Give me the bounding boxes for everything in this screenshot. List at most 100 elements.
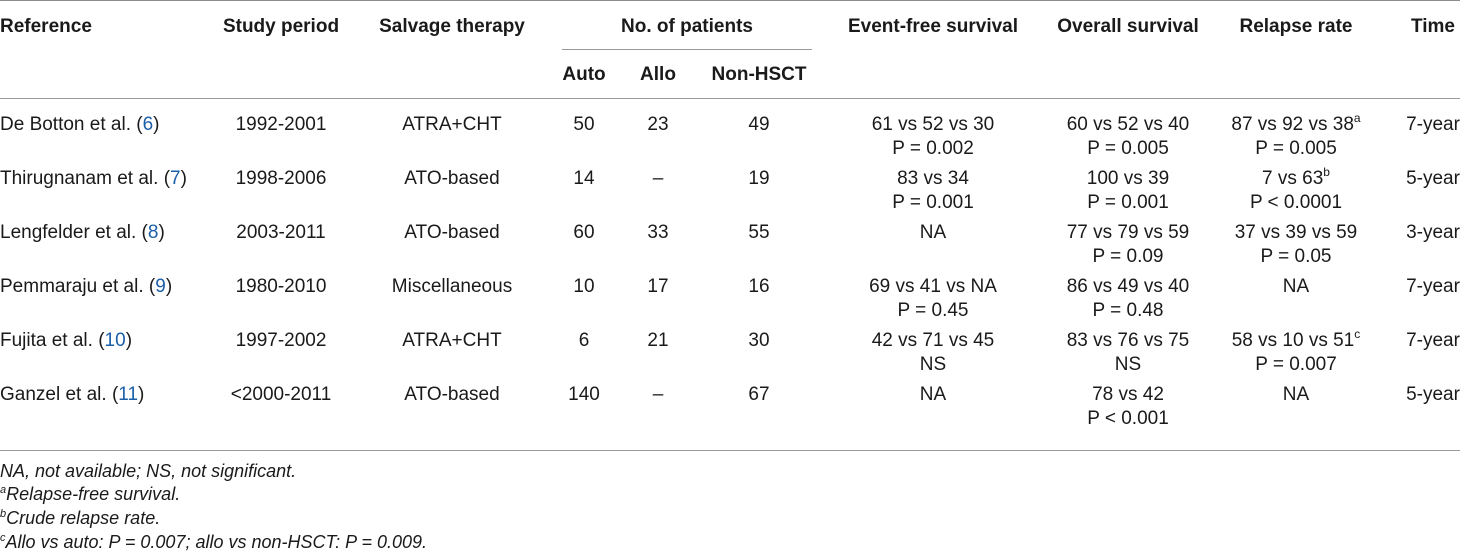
cell-study-period: 1980-2010 [235, 276, 327, 297]
cell-relapse-values: 7 vs 63b [1262, 166, 1330, 191]
cell-study-period: 1997-2002 [235, 330, 327, 351]
reference-close: ) [158, 222, 165, 243]
reference-close: ) [125, 330, 133, 351]
cell-study-period: 2003-2011 [236, 222, 326, 243]
cell-non-hsct: 16 [748, 276, 770, 297]
footnote-marker: b [1323, 165, 1330, 179]
footnote-marker: b [0, 508, 7, 520]
reference-link[interactable]: 8 [147, 222, 159, 243]
header-study-period: Study period [222, 16, 340, 37]
cell-efs-values: 83 vs 34 [897, 168, 969, 189]
cell-os-pvalue: P = 0.48 [1092, 300, 1164, 321]
reference-author: Lengfelder et al. ( [0, 222, 148, 243]
relapse-value: 37 vs 39 vs 59 [1234, 222, 1358, 243]
header-reference: Reference [0, 16, 92, 37]
bottom-rule [0, 450, 1460, 451]
cell-efs-values: NA [919, 222, 947, 243]
header-bottom-rule [0, 98, 1460, 99]
cell-relapse-pvalue: P = 0.05 [1260, 246, 1332, 267]
cell-os-pvalue: NS [1114, 354, 1142, 375]
cell-relapse-pvalue: P < 0.0001 [1249, 192, 1343, 213]
header-allo: Allo [640, 64, 676, 85]
reference-author: De Botton et al. ( [0, 114, 143, 135]
cell-relapse-values: 37 vs 39 vs 59 [1235, 220, 1358, 245]
footnote-marker: a [0, 484, 7, 496]
cell-allo: 23 [647, 114, 669, 135]
cell-relapse-values: NA [1283, 274, 1309, 299]
cell-efs-values: 69 vs 41 vs NA [869, 276, 997, 297]
reference-link[interactable]: 7 [170, 168, 181, 189]
relapse-value: 58 vs 10 vs 51 [1231, 330, 1355, 351]
cell-non-hsct: 67 [748, 384, 770, 405]
footnote-b: bCrude relapse rate. [0, 508, 160, 529]
cell-os-pvalue: P = 0.09 [1092, 246, 1164, 267]
cell-allo: 17 [647, 276, 669, 297]
footnote-text: Relapse-free survival. [6, 484, 181, 504]
cell-reference: Ganzel et al. (11) [0, 382, 144, 407]
cell-time: 7-year [1406, 114, 1460, 135]
header-non-hsct: Non-HSCT [711, 64, 807, 85]
reference-link[interactable]: 10 [104, 330, 126, 351]
cell-non-hsct: 49 [748, 114, 770, 135]
reference-author: Pemmaraju et al. ( [0, 276, 156, 297]
cell-auto: 10 [573, 276, 595, 297]
reference-close: ) [180, 168, 187, 189]
reference-author: Thirugnanam et al. ( [0, 168, 171, 189]
relapse-value: 87 vs 92 vs 38 [1231, 114, 1354, 135]
cell-salvage-therapy: ATO-based [404, 222, 500, 243]
relapse-value: NA [1282, 276, 1310, 297]
footnote-a: aRelapse-free survival. [0, 484, 180, 505]
footnote-abbreviations: NA, not available; NS, not significant. [0, 461, 296, 482]
cell-efs-pvalue: P = 0.45 [897, 300, 969, 321]
cell-relapse-pvalue: P = 0.007 [1255, 354, 1337, 375]
cell-allo: – [652, 168, 664, 189]
header-overall-survival: Overall survival [1057, 16, 1199, 37]
reference-link[interactable]: 9 [155, 276, 166, 297]
cell-allo: 21 [647, 330, 669, 351]
cell-reference: De Botton et al. (6) [0, 112, 159, 137]
cell-efs-pvalue: P = 0.002 [892, 138, 974, 159]
cell-auto: 60 [573, 222, 595, 243]
header-event-free-survival: Event-free survival [847, 16, 1019, 37]
reference-close: ) [165, 276, 173, 297]
cell-time: 7-year [1406, 330, 1460, 351]
cell-salvage-therapy: ATRA+CHT [402, 114, 502, 135]
cell-allo: 33 [647, 222, 669, 243]
cell-auto: 6 [578, 330, 590, 351]
footnote-marker: c [1354, 327, 1361, 341]
reference-link[interactable]: 6 [142, 114, 154, 135]
footnote-c: cAllo vs auto: P = 0.007; allo vs non-HS… [0, 532, 427, 553]
relapse-value: NA [1282, 384, 1310, 405]
cell-study-period: 1998-2006 [235, 168, 327, 189]
cell-time: 5-year [1406, 168, 1460, 189]
cell-time: 5-year [1406, 384, 1460, 405]
cell-salvage-therapy: ATO-based [404, 384, 500, 405]
cell-reference: Pemmaraju et al. (9) [0, 274, 172, 299]
relapse-value: 7 vs 63 [1262, 168, 1324, 189]
header-num-patients: No. of patients [621, 16, 753, 37]
footnote-marker: c [0, 532, 6, 544]
cell-os-pvalue: P = 0.005 [1087, 138, 1169, 159]
patients-subrule [562, 49, 812, 50]
cell-study-period: 1992-2001 [235, 114, 327, 135]
cell-study-period: <2000-2011 [230, 384, 332, 405]
cell-relapse-values: NA [1283, 382, 1309, 407]
cell-relapse-values: 87 vs 92 vs 38a [1231, 112, 1360, 137]
footnote-marker: a [1353, 111, 1361, 125]
cell-relapse-values: 58 vs 10 vs 51c [1232, 328, 1361, 353]
cell-efs-values: NA [919, 384, 947, 405]
cell-salvage-therapy: Miscellaneous [391, 276, 513, 297]
reference-link[interactable]: 11 [118, 384, 139, 405]
cell-efs-values: 61 vs 52 vs 30 [871, 114, 995, 135]
cell-salvage-therapy: ATRA+CHT [402, 330, 502, 351]
reference-author: Ganzel et al. ( [0, 384, 119, 405]
header-salvage-therapy: Salvage therapy [379, 16, 525, 37]
header-time: Time [1410, 16, 1456, 37]
cell-os-values: 83 vs 76 vs 75 [1066, 330, 1190, 351]
cell-os-pvalue: P < 0.001 [1087, 408, 1169, 429]
cell-reference: Fujita et al. (10) [0, 328, 132, 353]
cell-efs-values: 42 vs 71 vs 45 [871, 330, 995, 351]
cell-non-hsct: 55 [748, 222, 770, 243]
header-auto: Auto [562, 64, 606, 85]
cell-os-values: 60 vs 52 vs 40 [1066, 114, 1190, 135]
